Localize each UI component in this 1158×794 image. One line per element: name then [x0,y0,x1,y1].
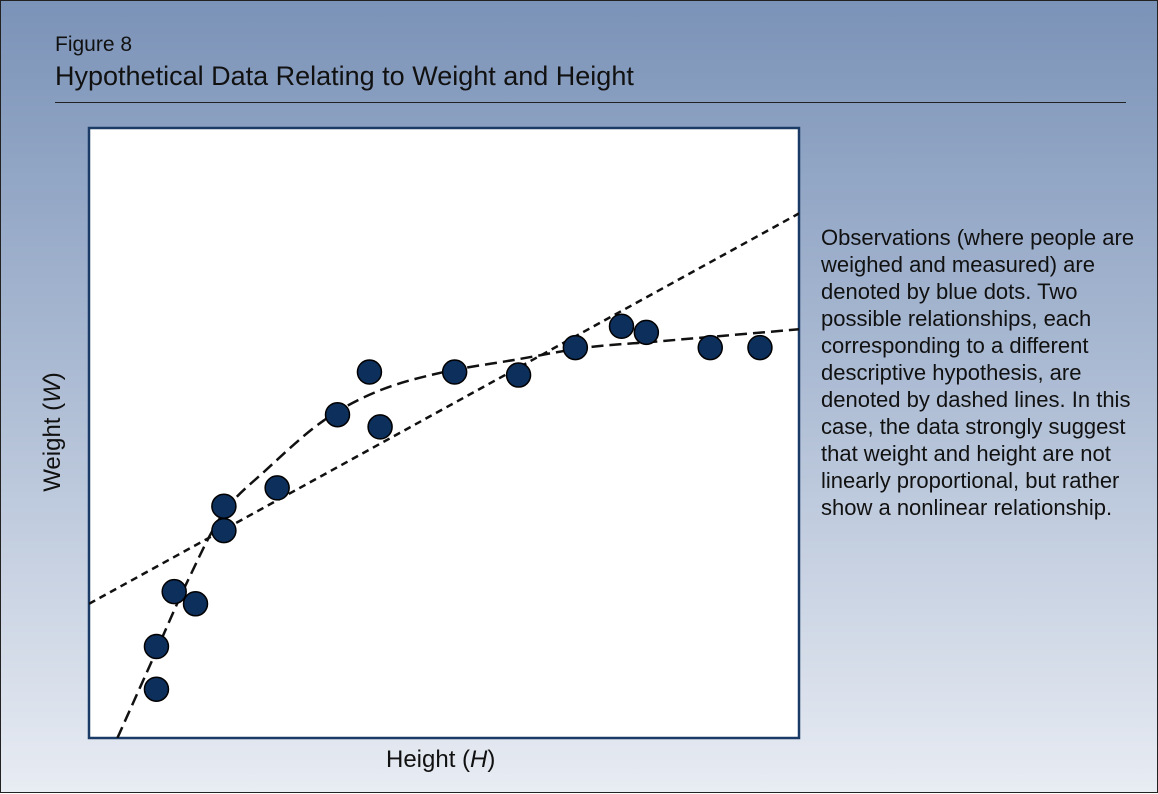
y-axis-label: Weight (W) [39,372,66,492]
data-point [562,334,589,361]
data-point [747,334,773,361]
figure-title: Hypothetical Data Relating to Weight and… [55,61,634,91]
annotation-text: Observations (where people are weighed a… [821,225,1135,520]
plot-area [87,126,801,740]
data-point [633,319,660,346]
data-point [367,414,393,440]
data-point [182,591,209,617]
x-axis-label: Height (H) [386,746,496,773]
data-point [697,334,723,361]
data-point [211,493,237,519]
data-point [143,633,170,660]
data-point [324,401,351,428]
data-point [356,359,383,385]
data-point [608,313,635,339]
data-point [441,359,468,385]
title-divider [55,102,1126,103]
data-point [505,362,532,388]
data-point [264,475,290,501]
data-point [161,578,187,605]
data-point [211,517,237,544]
figure-number: Figure 8 [55,33,133,56]
data-point [143,676,170,702]
